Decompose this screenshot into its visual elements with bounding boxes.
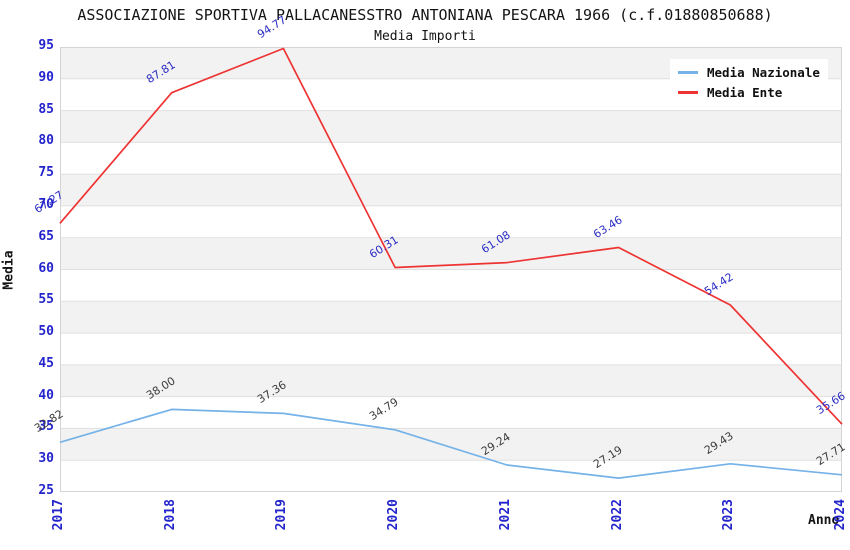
y-tick-label: 25 (38, 483, 54, 498)
chart-title: ASSOCIAZIONE SPORTIVA PALLACANESSTRO ANT… (77, 6, 773, 24)
media-ente-line-swatch-icon (678, 90, 698, 94)
plot-area (59, 47, 843, 492)
grid-band (60, 110, 842, 143)
series-line-media-nazionale (59, 408, 843, 479)
y-tick-label: 55 (38, 292, 54, 308)
grid-band (60, 174, 842, 206)
line-chart-svg (59, 47, 843, 492)
legend-item-media-ente: Media Ente (678, 83, 820, 101)
x-tick-label: 2024 (833, 499, 848, 531)
y-tick-label: 80 (38, 133, 54, 149)
series-line-media-ente (59, 47, 843, 425)
x-tick-label: 2023 (721, 499, 737, 531)
y-tick-label: 40 (38, 387, 54, 403)
chart-subtitle: Media Importi (374, 29, 476, 44)
y-tick-label: 85 (38, 101, 54, 117)
y-tick-label: 90 (38, 69, 54, 85)
media-nazionale-line-swatch-icon (678, 70, 698, 74)
y-tick-label: 45 (38, 355, 54, 371)
x-tick-label: 2017 (51, 499, 66, 531)
x-axis-title: Anno (808, 513, 840, 528)
y-tick-label: 35 (38, 419, 54, 435)
grid-band (60, 428, 842, 461)
legend-label: Media Ente (707, 84, 783, 100)
y-tick-label: 50 (38, 324, 54, 340)
grid-band (60, 364, 842, 397)
legend-label: Media Nazionale (707, 64, 820, 80)
y-tick-label: 70 (38, 196, 54, 212)
x-tick-label: 2019 (274, 499, 290, 531)
x-tick-label: 2018 (162, 499, 178, 531)
x-tick-label: 2022 (609, 499, 625, 531)
grid-band (60, 301, 842, 334)
plot-border (60, 47, 842, 492)
y-tick-label: 95 (38, 38, 54, 53)
x-tick-label: 2021 (497, 499, 513, 531)
y-tick-label: 65 (38, 228, 54, 244)
y-tick-label: 75 (38, 165, 54, 181)
y-tick-label: 60 (38, 260, 54, 276)
legend-item-media-nazionale: Media Nazionale (678, 63, 820, 81)
legend: Media Nazionale Media Ente (670, 59, 828, 105)
y-tick-label: 30 (38, 451, 54, 467)
x-tick-label: 2020 (386, 499, 402, 531)
